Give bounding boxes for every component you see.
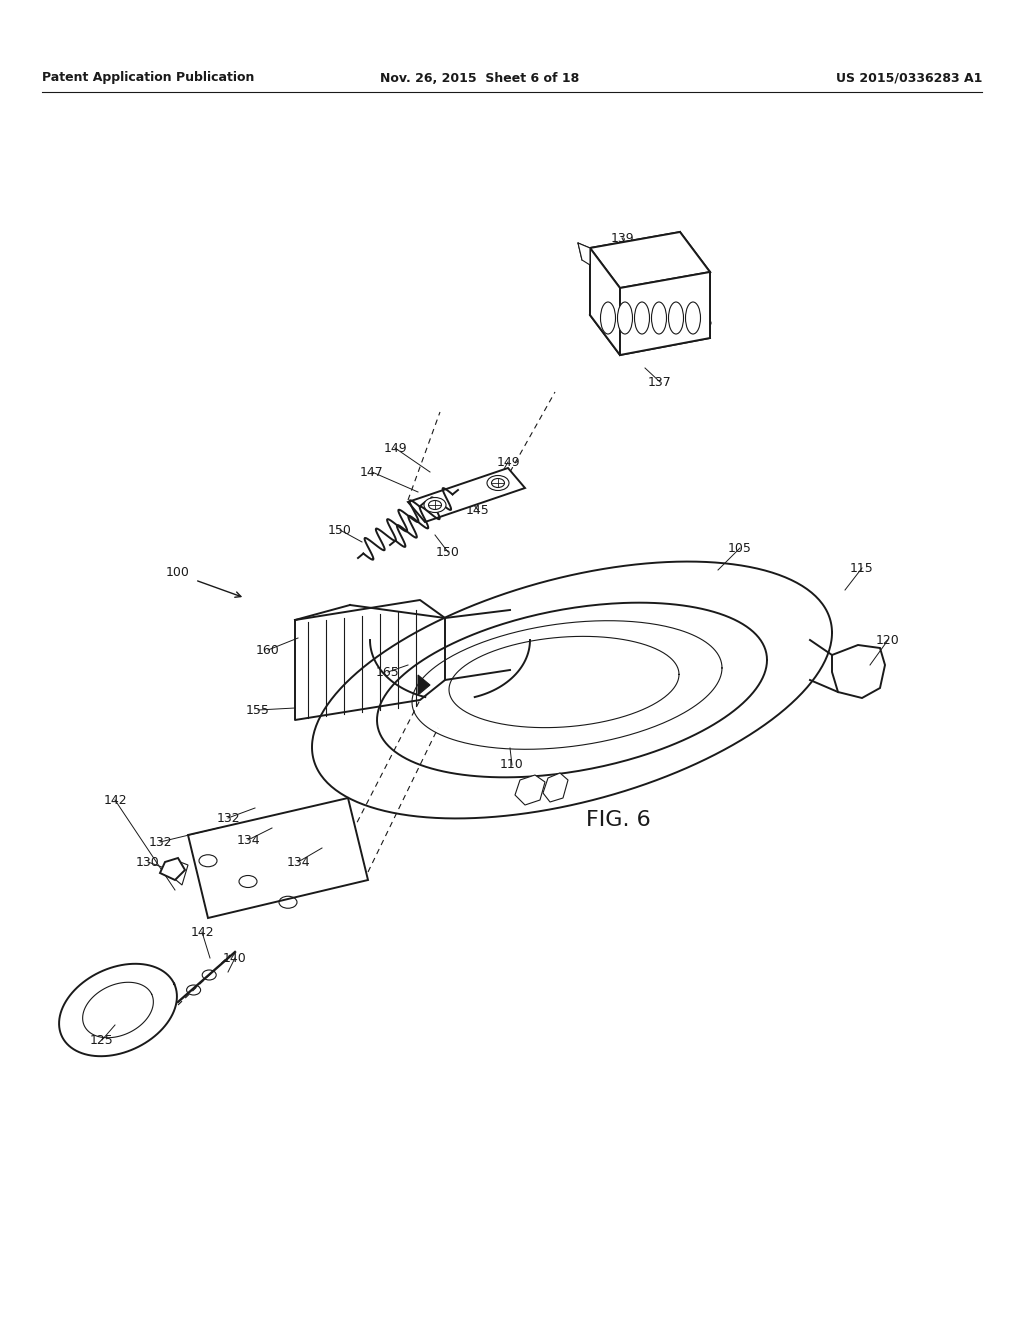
- Polygon shape: [590, 248, 620, 355]
- Text: Nov. 26, 2015  Sheet 6 of 18: Nov. 26, 2015 Sheet 6 of 18: [380, 71, 580, 84]
- Text: 125: 125: [90, 1034, 114, 1047]
- Text: 134: 134: [286, 855, 310, 869]
- Text: 134: 134: [237, 833, 260, 846]
- Text: 137: 137: [648, 375, 672, 388]
- Polygon shape: [543, 774, 568, 803]
- Text: 149: 149: [497, 455, 520, 469]
- Polygon shape: [590, 232, 710, 288]
- Ellipse shape: [600, 302, 615, 334]
- Text: 150: 150: [328, 524, 352, 536]
- Text: Patent Application Publication: Patent Application Publication: [42, 71, 254, 84]
- Polygon shape: [160, 858, 185, 880]
- Polygon shape: [418, 675, 430, 696]
- Polygon shape: [170, 861, 188, 884]
- Text: 130: 130: [136, 855, 160, 869]
- Text: FIG. 6: FIG. 6: [586, 810, 650, 830]
- Text: 150: 150: [436, 545, 460, 558]
- Text: 132: 132: [148, 836, 172, 849]
- Ellipse shape: [424, 498, 446, 512]
- Text: 132: 132: [216, 812, 240, 825]
- Polygon shape: [620, 272, 710, 355]
- Text: 147: 147: [451, 487, 474, 500]
- Ellipse shape: [487, 475, 509, 491]
- Polygon shape: [515, 775, 545, 805]
- Text: 100: 100: [166, 565, 189, 578]
- Text: 145: 145: [466, 503, 489, 516]
- Text: 140: 140: [223, 952, 247, 965]
- Ellipse shape: [635, 302, 649, 334]
- Text: 165: 165: [376, 665, 400, 678]
- Text: 149: 149: [383, 441, 407, 454]
- Text: 110: 110: [500, 759, 524, 771]
- Text: 155: 155: [246, 704, 270, 717]
- Ellipse shape: [651, 302, 667, 334]
- Text: 147: 147: [360, 466, 384, 479]
- Text: 160: 160: [256, 644, 280, 656]
- Ellipse shape: [685, 302, 700, 334]
- Polygon shape: [188, 799, 368, 917]
- Text: 139: 139: [610, 231, 634, 244]
- Text: 142: 142: [103, 793, 127, 807]
- Polygon shape: [831, 645, 885, 698]
- Polygon shape: [408, 469, 525, 521]
- Text: US 2015/0336283 A1: US 2015/0336283 A1: [836, 71, 982, 84]
- Text: 142: 142: [190, 925, 214, 939]
- Ellipse shape: [617, 302, 633, 334]
- Ellipse shape: [669, 302, 683, 334]
- Text: 105: 105: [728, 541, 752, 554]
- Text: 120: 120: [877, 634, 900, 647]
- Polygon shape: [578, 243, 590, 265]
- Text: 115: 115: [850, 561, 873, 574]
- Text: 135: 135: [690, 315, 714, 329]
